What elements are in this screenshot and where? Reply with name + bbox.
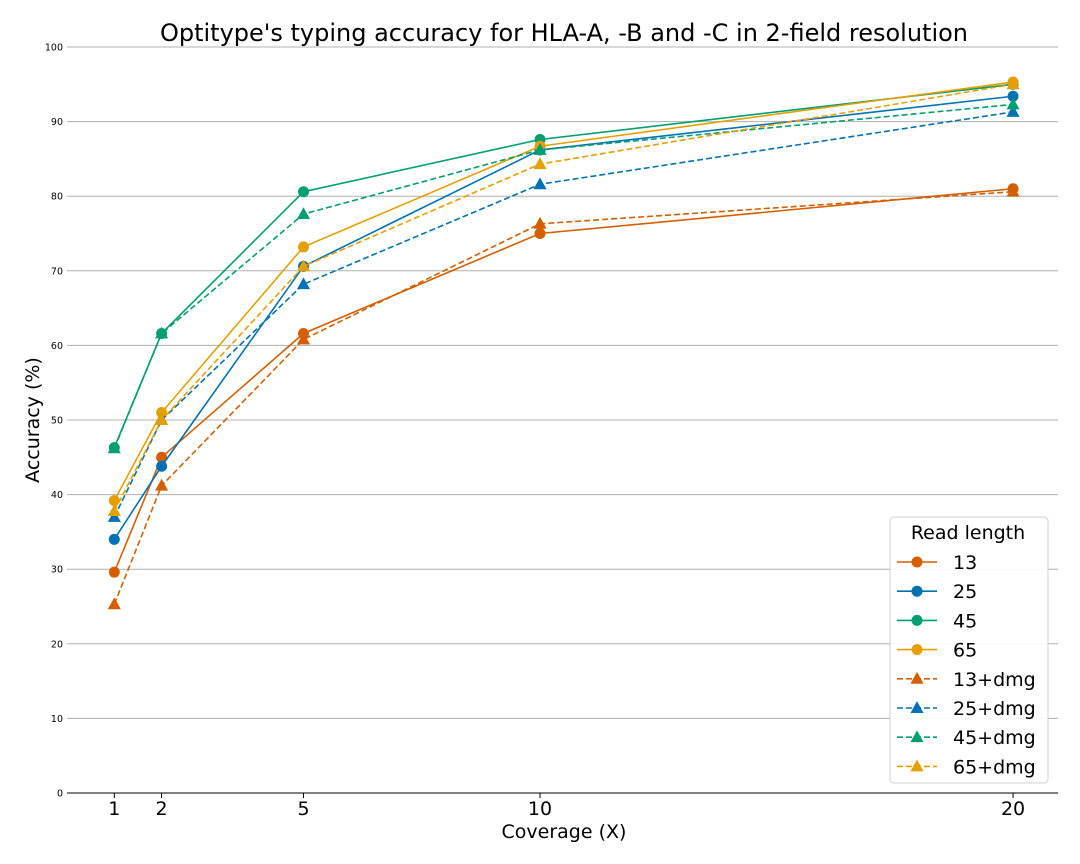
y-tick-label: 30 [51,565,63,576]
legend: Read length 13 25 45 65 13+dmg 25+dmg 45+dmg 65… [889,516,1049,784]
data-point [296,277,311,290]
legend-label: 45 [953,610,977,632]
series-line [113,190,1014,605]
series-line [113,103,1014,449]
legend-label: 65+dmg [953,756,1036,778]
triangle-marker-icon [910,671,924,684]
legend-label: 25 [953,581,977,603]
data-point [107,441,121,454]
legend-label: 65 [953,640,977,662]
series-25 [108,90,1019,545]
x-tick-label: 2 [156,798,168,820]
data-point [296,207,311,220]
y-tick-label: 100 [45,43,63,54]
y-tick-label: 40 [51,490,63,501]
y-tick-label: 50 [51,416,63,427]
data-point [533,216,547,229]
legend-item: 25+dmg [897,698,1036,720]
y-axis-label: Accuracy (%) [22,357,44,483]
legend-item: 13+dmg [897,669,1036,691]
grid-lines [67,46,1058,719]
triangle-marker-icon [910,730,924,743]
data-point [1006,105,1020,117]
data-point [298,241,310,253]
data-point [533,143,547,155]
series-45 [108,78,1019,454]
y-axis-ticks: 0 10 20 30 40 50 60 70 80 90 100 [45,43,63,800]
legend-item: 13 [897,552,977,574]
y-tick-label: 70 [51,266,63,277]
series-65+dmg [107,77,1020,516]
series-group [107,76,1020,610]
circle-marker-icon [911,644,923,656]
data-point [533,157,547,170]
y-tick-label: 90 [51,117,63,128]
triangle-marker-icon [910,701,924,713]
legend-item: 45+dmg [897,727,1036,749]
legend-item: 65+dmg [897,756,1036,778]
data-point [1006,97,1020,110]
data-point [1007,90,1019,102]
legend-label: 45+dmg [953,727,1036,749]
data-point [296,259,311,272]
series-line [113,111,1014,518]
data-point [107,504,121,516]
x-axis-label: Coverage (X) [502,821,627,843]
x-tick-label: 1 [108,798,120,820]
data-point [108,566,120,578]
legend-label: 25+dmg [953,698,1036,720]
data-point [298,186,310,198]
data-point [534,228,546,239]
legend-box [889,516,1049,784]
x-tick-label: 5 [297,798,309,820]
data-point [156,451,168,463]
data-point [107,510,121,522]
y-tick-label: 80 [51,192,63,203]
data-point [155,413,169,425]
legend-title: Read length [911,522,1025,544]
data-point [108,533,120,545]
series-65 [108,76,1019,507]
circle-marker-icon [911,556,923,568]
data-point [296,332,311,345]
legend-item: 25 [897,581,977,603]
series-line [113,83,1014,448]
legend-item: 65 [897,640,977,662]
series-13+dmg [107,184,1020,610]
data-point [155,326,169,339]
series-line [113,95,1014,540]
y-tick-label: 60 [51,341,63,352]
legend-item: 45 [897,610,977,632]
series-13 [108,183,1019,578]
y-tick-label: 10 [51,714,63,725]
y-tick-label: 20 [51,639,63,650]
x-axis-ticks: 1 2 5 10 20 [108,793,1025,820]
triangle-marker-icon [910,759,924,772]
data-point [1006,77,1020,90]
y-tick-label: 0 [57,789,63,800]
data-point [1006,184,1020,197]
data-point [533,177,547,190]
data-point [108,495,120,507]
x-tick-label: 20 [1001,798,1025,820]
series-25+dmg [107,105,1020,522]
data-point [155,478,169,491]
chart-title: Optitype's typing accuracy for HLA-A, -B… [160,19,968,47]
x-tick-label: 10 [528,798,552,820]
data-point [156,460,168,472]
circle-marker-icon [911,614,923,626]
circle-marker-icon [911,585,923,597]
legend-items: 13 25 45 65 13+dmg 25+dmg 45+dmg 65+dmg [897,552,1036,778]
series-45+dmg [107,97,1020,454]
data-point [107,597,121,610]
legend-label: 13+dmg [953,669,1036,691]
legend-label: 13 [953,552,977,574]
data-point [156,407,168,419]
series-line [113,81,1014,501]
